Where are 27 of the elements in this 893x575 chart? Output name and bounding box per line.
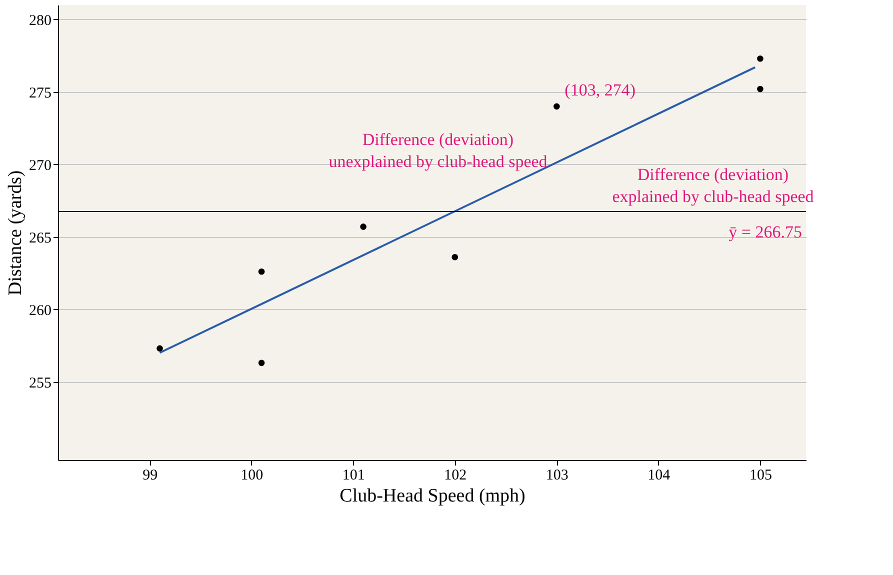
point bbox=[757, 86, 764, 92]
y-tick-label: 280 bbox=[29, 12, 52, 29]
point bbox=[258, 268, 265, 275]
point bbox=[258, 360, 265, 366]
annotation: Difference (deviation) explained by club-head speed bbox=[612, 165, 814, 206]
annotation: Difference (deviation) unexplained by club-head speed bbox=[328, 130, 548, 171]
y-tick-label: 255 bbox=[29, 375, 52, 392]
x-tick-label: 102 bbox=[444, 468, 467, 484]
y-tick-label: 275 bbox=[29, 85, 52, 102]
point bbox=[757, 55, 764, 62]
y-tick-label: 260 bbox=[29, 302, 52, 319]
x-tick-label: 101 bbox=[342, 468, 365, 484]
x-tick-label: 104 bbox=[648, 468, 671, 484]
y-tick-label: 265 bbox=[29, 230, 52, 246]
point bbox=[554, 103, 560, 110]
x-tick-label: 99 bbox=[142, 468, 158, 484]
y-axis-title: Distance (yards) bbox=[5, 170, 26, 296]
y-tick-label: 270 bbox=[29, 158, 52, 174]
point bbox=[156, 345, 163, 352]
x-tick-label: 105 bbox=[749, 468, 772, 484]
ref-line-label: ȳ = 266.75 bbox=[728, 222, 802, 242]
point bbox=[360, 224, 366, 230]
annotation: (103, 274) bbox=[564, 80, 636, 100]
x-tick-label: 100 bbox=[240, 468, 264, 484]
point bbox=[452, 254, 458, 260]
x-tick-label: 103 bbox=[546, 468, 568, 484]
x-axis-title: Club-Head Speed (mph) bbox=[340, 486, 526, 506]
